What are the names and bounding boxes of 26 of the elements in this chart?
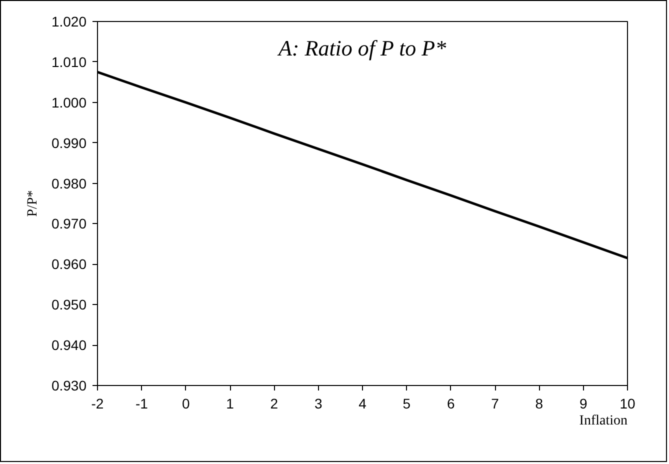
x-tick-label: 1 [226, 396, 234, 412]
x-tick-label: 0 [182, 396, 190, 412]
y-tick-label: 0.980 [51, 175, 87, 192]
y-tick-label: 0.940 [51, 337, 87, 354]
text: A: Ratio of P to P* [276, 36, 446, 60]
y-tick-label: 1.000 [51, 94, 87, 110]
x-tick-label: 3 [314, 396, 322, 412]
x-tick-label: 5 [402, 396, 411, 412]
x-tick-label: 7 [491, 396, 500, 412]
x-tick-label: 4 [358, 396, 367, 412]
x-tick-label: 2 [270, 396, 278, 412]
y-tick-label: 0.950 [51, 296, 87, 313]
y-tick-label: 0.990 [51, 134, 87, 151]
y-tick-label: 1.010 [51, 54, 87, 70]
x-tick-label: 9 [579, 396, 588, 412]
x-tick-label: 10 [620, 396, 636, 412]
x-tick-label: 8 [535, 396, 544, 412]
x-tick-label: -1 [135, 396, 148, 412]
x-tick-label: -2 [91, 396, 104, 412]
y-tick-label: 0.970 [51, 216, 87, 232]
x-tick-label: 6 [446, 396, 455, 412]
y-axis-title: P/P* [25, 190, 40, 217]
y-tick-label: 0.930 [51, 378, 87, 394]
y-tick-label: 0.960 [51, 256, 87, 272]
x-axis-title: Inflation [579, 414, 628, 428]
y-tick-label: 1.020 [51, 14, 87, 30]
